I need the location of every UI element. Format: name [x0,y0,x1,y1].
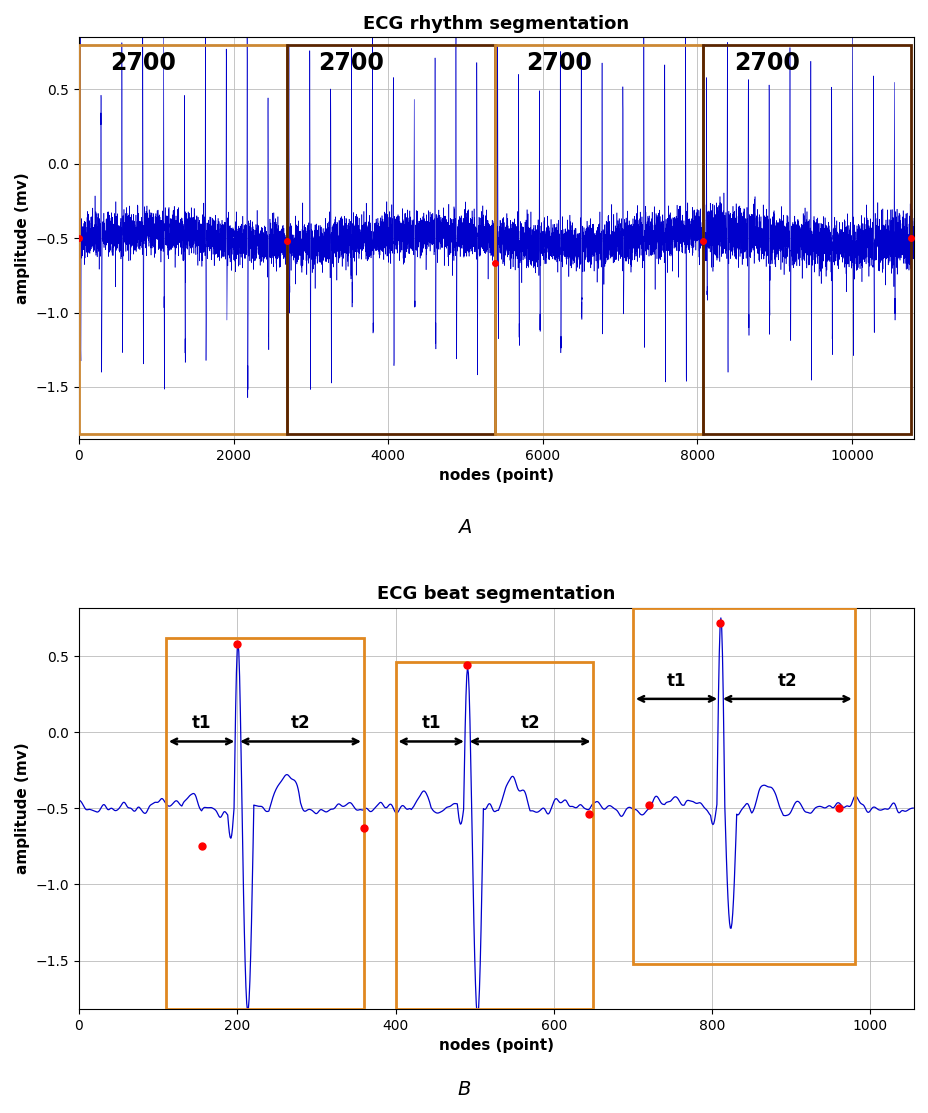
Bar [495,45,702,434]
Text: t1: t1 [421,715,441,732]
Text: A: A [458,518,470,536]
Title: ECG rhythm segmentation: ECG rhythm segmentation [363,14,629,33]
Text: 2700: 2700 [525,51,591,75]
Y-axis label: amplitude (mv): amplitude (mv) [15,742,30,874]
Text: t2: t2 [290,715,310,732]
Text: 2700: 2700 [110,51,176,75]
Text: B: B [458,1080,470,1099]
Text: 2700: 2700 [733,51,799,75]
Bar [166,638,364,1009]
X-axis label: nodes (point): nodes (point) [438,469,553,483]
Title: ECG beat segmentation: ECG beat segmentation [377,585,615,603]
Y-axis label: amplitude (mv): amplitude (mv) [15,173,30,304]
X-axis label: nodes (point): nodes (point) [438,1038,553,1054]
Bar [395,662,593,1009]
Text: 2700: 2700 [318,51,383,75]
Bar [79,45,287,434]
Text: t2: t2 [520,715,539,732]
Text: t1: t1 [666,672,686,690]
Text: t1: t1 [192,715,211,732]
Bar [287,45,495,434]
Text: t2: t2 [777,672,796,690]
Bar [632,608,854,964]
Bar [702,45,910,434]
